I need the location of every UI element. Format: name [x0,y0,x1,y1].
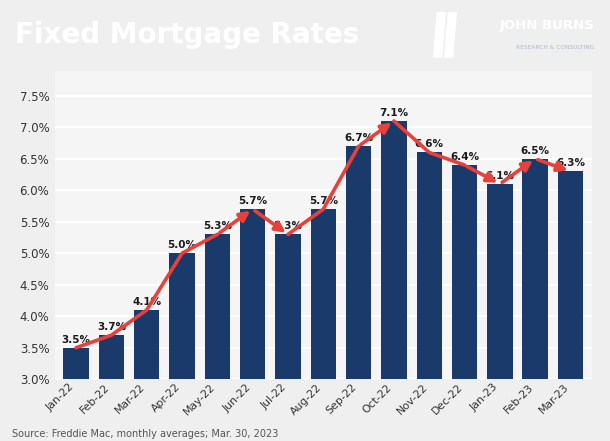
Text: 3.5%: 3.5% [62,335,91,344]
Bar [63,348,89,379]
Bar [417,153,442,379]
Text: 7.1%: 7.1% [379,108,409,118]
Polygon shape [445,12,456,57]
Text: RESEARCH & CONSULTING: RESEARCH & CONSULTING [517,45,595,50]
Text: 5.3%: 5.3% [273,221,303,231]
Bar [310,209,336,379]
Bar [275,234,301,379]
Text: Source: Freddie Mac, monthly averages; Mar. 30, 2023: Source: Freddie Mac, monthly averages; M… [12,429,279,439]
Text: 6.3%: 6.3% [556,158,585,168]
Bar [204,234,230,379]
Text: 5.7%: 5.7% [238,196,267,206]
Bar [523,159,548,379]
Text: JOHN BURNS: JOHN BURNS [500,19,595,32]
Text: 5.0%: 5.0% [168,240,196,250]
Bar [558,172,583,379]
Polygon shape [434,12,445,57]
Bar [452,165,477,379]
Bar [134,310,159,379]
Bar [240,209,265,379]
Text: 5.3%: 5.3% [203,221,232,231]
Bar [170,253,195,379]
Bar [381,121,407,379]
Text: Fixed Mortgage Rates: Fixed Mortgage Rates [15,21,359,49]
Bar [346,146,371,379]
Text: 5.7%: 5.7% [309,196,338,206]
Text: 6.7%: 6.7% [344,133,373,143]
Text: 3.7%: 3.7% [97,322,126,332]
Bar [487,184,512,379]
Text: 6.4%: 6.4% [450,152,479,162]
Text: 6.5%: 6.5% [521,146,550,156]
Bar [99,335,124,379]
Text: 6.1%: 6.1% [486,171,514,181]
Text: 6.6%: 6.6% [415,139,443,149]
Text: 4.1%: 4.1% [132,297,161,307]
